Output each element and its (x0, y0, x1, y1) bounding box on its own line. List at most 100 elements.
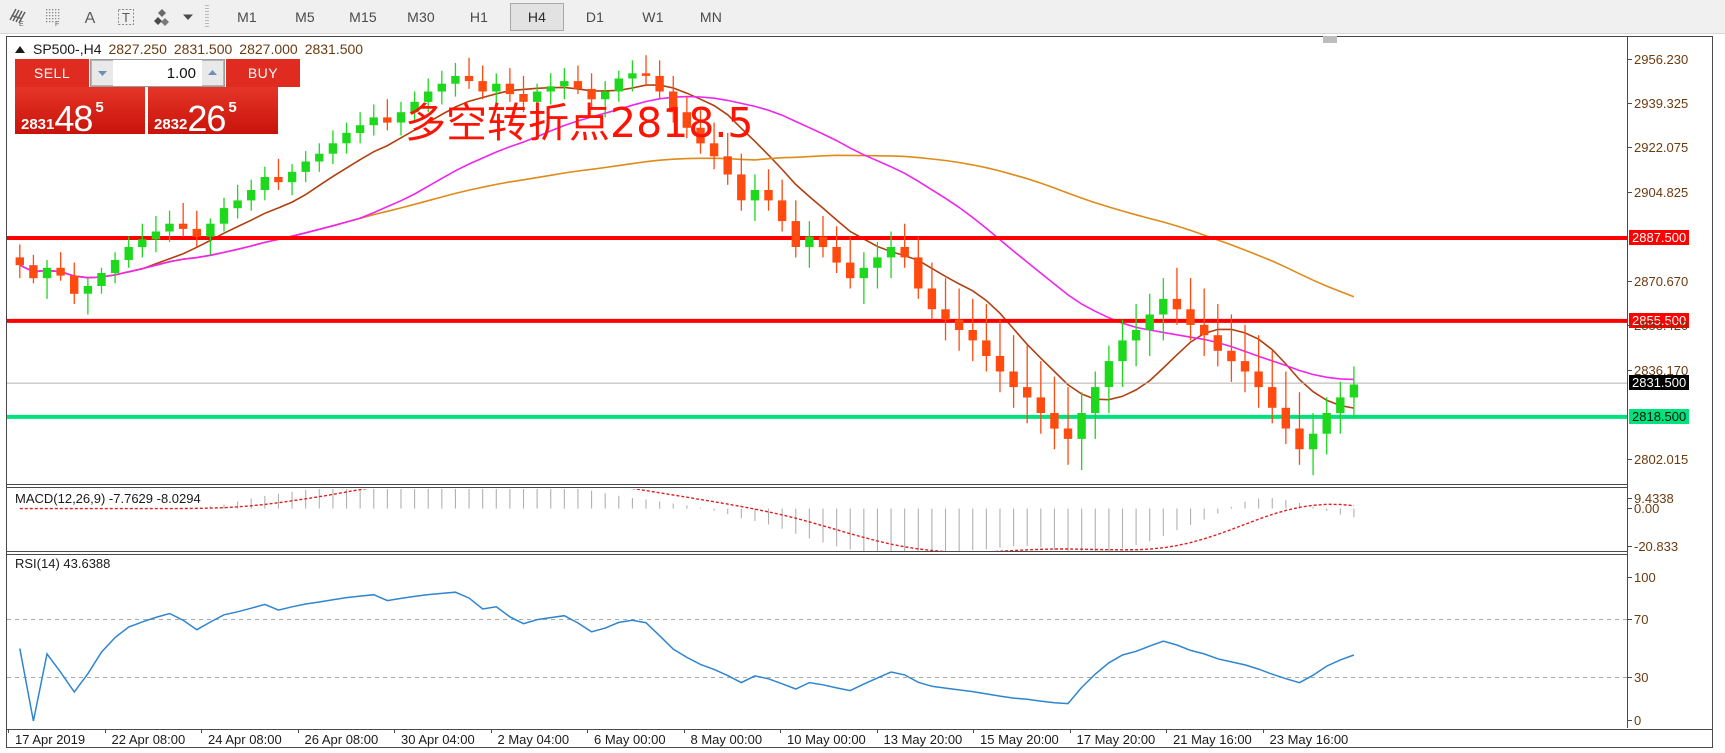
crosshair-grid-icon[interactable]: F (36, 2, 72, 32)
candlestick (260, 166, 269, 201)
price-tick: 2853.420 (1628, 318, 1713, 333)
price-level-tag[interactable]: 2855.500 (1629, 312, 1690, 328)
text-label-icon[interactable]: T (108, 2, 144, 32)
timeframe-m5[interactable]: M5 (295, 8, 315, 25)
sell-button[interactable]: SELL (15, 59, 89, 87)
candlestick (709, 122, 719, 170)
one-click-trading-panel[interactable]: SELL 1.00 BUY 2831 48 5 (15, 59, 300, 134)
candlestick (628, 60, 637, 92)
volume-stepper[interactable]: 1.00 (90, 59, 225, 87)
price-tick-label: 2956.230 (1634, 51, 1689, 67)
ohlc-low: 2827.000 (239, 41, 298, 57)
rsi-pane[interactable]: RSI(14) 43.6388 (7, 554, 1627, 729)
buy-button[interactable]: BUY (226, 59, 300, 87)
candlestick (1104, 345, 1114, 413)
chart-window[interactable]: SP500-,H4 2827.250 2831.500 2827.000 283… (6, 36, 1713, 748)
candlestick (941, 278, 950, 341)
price-tick: 2939.325 (1628, 96, 1713, 111)
chart-annotation-text[interactable]: 多空转折点2818.5 (405, 99, 754, 147)
price-level-tag[interactable]: 2887.500 (1629, 229, 1690, 245)
candlestick (315, 143, 324, 172)
symbol-name: SP500-,H4 (33, 41, 102, 57)
chevron-down-icon[interactable] (180, 2, 196, 32)
candlestick (274, 158, 283, 190)
sell-price-fraction: 5 (95, 99, 104, 116)
candlestick (219, 197, 229, 232)
candlestick (560, 68, 569, 100)
timeframe-h1[interactable]: H1 (469, 8, 489, 25)
indicators-icon[interactable]: E (0, 2, 36, 32)
candlestick (1172, 267, 1182, 325)
sell-price-display[interactable]: 2831 48 5 (15, 87, 145, 134)
svg-text:A: A (85, 10, 96, 27)
price-tick: 2904.825 (1628, 185, 1713, 200)
buy-price-display[interactable]: 2832 26 5 (148, 87, 278, 134)
price-level-tag[interactable]: 2818.500 (1629, 408, 1690, 424)
candlestick (1036, 361, 1045, 434)
volume-increase-button[interactable] (202, 60, 224, 86)
price-tick-label: 2922.075 (1634, 140, 1689, 156)
rsi-tick-0: 0 (1628, 713, 1713, 728)
timeframe-w1[interactable]: W1 (642, 8, 664, 25)
timeframe-mn[interactable]: MN (699, 8, 723, 25)
macd-tick-max: 9.4338 (1628, 491, 1713, 506)
pane-divider-2b (7, 554, 1627, 555)
candlestick (927, 262, 937, 320)
time-axis[interactable]: 17 Apr 2019 22 Apr 08:00 24 Apr 08:00 26 Ap… (7, 729, 1712, 748)
symbol-ohlc-bar: SP500-,H4 2827.250 2831.500 2827.000 283… (15, 40, 363, 58)
price-tick-label: 2802.015 (1634, 451, 1689, 467)
price-axis[interactable]: 2956.230 2939.325 2922.075 2904.825 2887.500… (1627, 37, 1712, 728)
candlestick (301, 151, 310, 183)
candlestick (777, 179, 787, 232)
candlestick (70, 262, 79, 305)
sell-price-whole: 2831 (21, 116, 55, 133)
buy-price-big: 26 (187, 98, 226, 135)
price-tick: 2870.670 (1628, 274, 1713, 289)
candlestick (492, 73, 501, 108)
volume-decrease-button[interactable] (91, 60, 113, 86)
candlestick (342, 122, 351, 154)
timeframe-h4[interactable]: H4 (510, 2, 564, 31)
candlestick (1308, 412, 1318, 476)
candlestick (247, 179, 256, 211)
text-tool-icon[interactable]: A (72, 2, 108, 32)
candlestick (900, 223, 909, 268)
candlestick (396, 101, 406, 136)
candlestick (791, 200, 800, 258)
time-tick-label: 22 Apr 08:00 (104, 729, 185, 747)
candlestick (818, 215, 828, 258)
collapse-arrow-icon[interactable] (15, 45, 25, 53)
candlestick (287, 164, 297, 196)
chart-scroll-nub[interactable] (1323, 36, 1337, 43)
timeframe-m30[interactable]: M30 (407, 8, 435, 25)
price-chart-pane[interactable] (7, 37, 1627, 483)
candlestick (1349, 366, 1359, 419)
candlestick (1200, 288, 1209, 356)
candlestick (1009, 335, 1018, 408)
price-tick: 2956.230 (1628, 52, 1713, 67)
time-tick-label: 15 May 20:00 (973, 729, 1059, 747)
ohlc-open: 2827.250 (108, 41, 167, 57)
time-tick-label: 24 Apr 08:00 (201, 729, 282, 747)
candlestick (178, 202, 188, 237)
svg-text:T: T (122, 10, 130, 25)
timeframe-m15[interactable]: M15 (349, 8, 377, 25)
candlestick (601, 81, 610, 118)
timeframe-d1[interactable]: D1 (585, 8, 605, 25)
volume-value[interactable]: 1.00 (166, 64, 196, 82)
candlestick (886, 231, 896, 279)
time-tick-label: 23 May 16:00 (1262, 729, 1348, 747)
candlestick (1295, 392, 1304, 465)
candlestick (669, 75, 678, 123)
objects-icon[interactable] (144, 2, 180, 32)
svg-text:E: E (19, 21, 24, 28)
candlestick (464, 57, 474, 89)
candlestick (369, 104, 378, 136)
macd-pane[interactable]: MACD(12,26,9) -7.7629 -8.0294 (7, 489, 1627, 551)
candlestick (42, 260, 52, 299)
price-level-tag[interactable]: 2831.500 (1629, 375, 1690, 391)
ma-slow (19, 95, 1354, 381)
timeframe-m1[interactable]: M1 (237, 8, 257, 25)
svg-text:F: F (55, 21, 59, 28)
macd-tick-zero: 0.00 (1628, 501, 1713, 516)
